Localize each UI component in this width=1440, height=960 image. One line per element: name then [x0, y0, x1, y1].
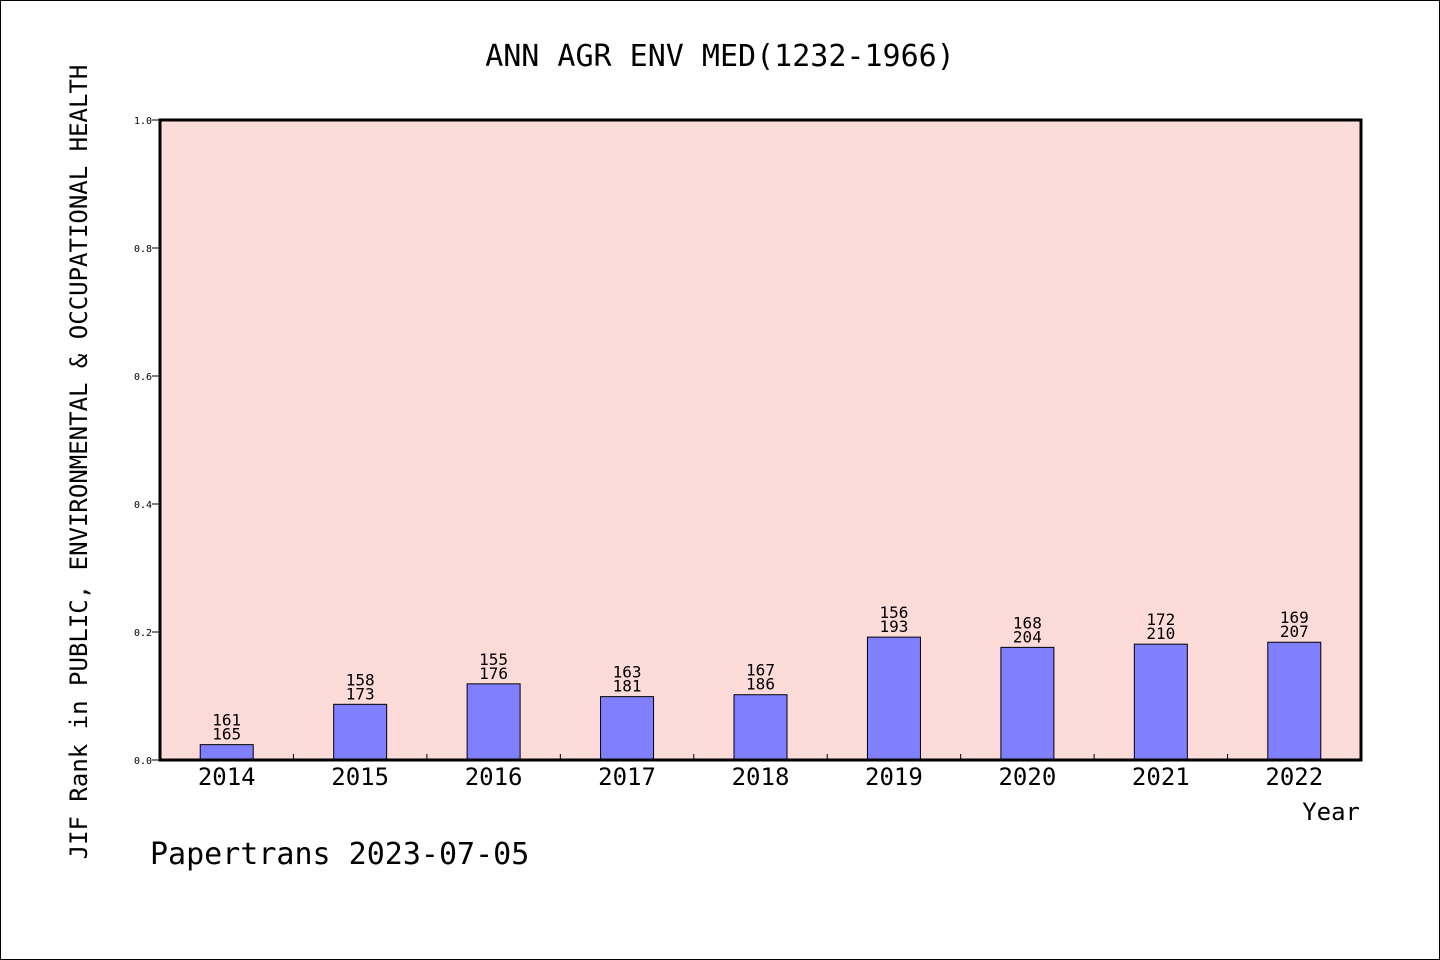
x-tick-label: 2016: [465, 763, 523, 791]
bar-total-label: 210: [1146, 624, 1175, 643]
bar-2015: [333, 703, 388, 761]
y-tick-label: 0.6: [134, 372, 152, 383]
bar-total-label: 204: [1013, 627, 1042, 646]
bar-total-label: 165: [212, 725, 241, 744]
x-tick-label: 2019: [865, 763, 923, 791]
y-tick-label: 0.0: [134, 756, 152, 767]
bar-2020: [1000, 646, 1055, 761]
bar-2022: [1267, 641, 1322, 761]
bar-rank-label: 158: [346, 670, 375, 689]
bar-total-label: 176: [479, 664, 508, 683]
bar-2019: [866, 636, 921, 761]
bar-total-label: 181: [613, 677, 642, 696]
bar-total-label: 207: [1280, 622, 1309, 641]
x-tick-label: 2021: [1132, 763, 1190, 791]
x-tick-label: 2018: [732, 763, 790, 791]
y-tick-label: 0.4: [134, 500, 152, 511]
bar-total-label: 186: [746, 675, 775, 694]
plot-border: [158, 118, 1363, 762]
bar-total-label: 193: [879, 617, 908, 636]
x-axis-label: Year: [1302, 798, 1360, 826]
x-tick-label: 2020: [998, 763, 1056, 791]
x-tick-label: 2017: [598, 763, 656, 791]
footer-credit: Papertrans 2023-07-05: [150, 837, 529, 872]
bar-2014: [199, 744, 254, 761]
bar-rank-label: 169: [1280, 608, 1309, 627]
x-tick-label: 2015: [331, 763, 389, 791]
bar-2021: [1133, 643, 1188, 761]
x-tick-label: 2022: [1265, 763, 1323, 791]
y-tick-label: 0.8: [134, 244, 152, 255]
y-tick-label: 0.2: [134, 628, 152, 639]
bar-rank-label: 172: [1146, 610, 1175, 629]
bar-rank-label: 161: [212, 711, 241, 730]
chart-title: ANN AGR ENV MED(1232-1966): [485, 39, 955, 74]
bar-2017: [600, 696, 655, 761]
bar-2016: [466, 683, 521, 761]
bar-2018: [733, 694, 788, 761]
x-tick-label: 2014: [198, 763, 256, 791]
bar-rank-label: 168: [1013, 613, 1042, 632]
bar-rank-label: 167: [746, 661, 775, 680]
bar-rank-label: 156: [879, 603, 908, 622]
bar-total-label: 173: [346, 684, 375, 703]
y-tick-label: 1.0: [134, 116, 152, 127]
bar-rank-label: 155: [479, 650, 508, 669]
bar-rank-label: 163: [613, 663, 642, 682]
y-axis-label: JIF Rank in PUBLIC, ENVIRONMENTAL & OCCU…: [65, 65, 93, 860]
